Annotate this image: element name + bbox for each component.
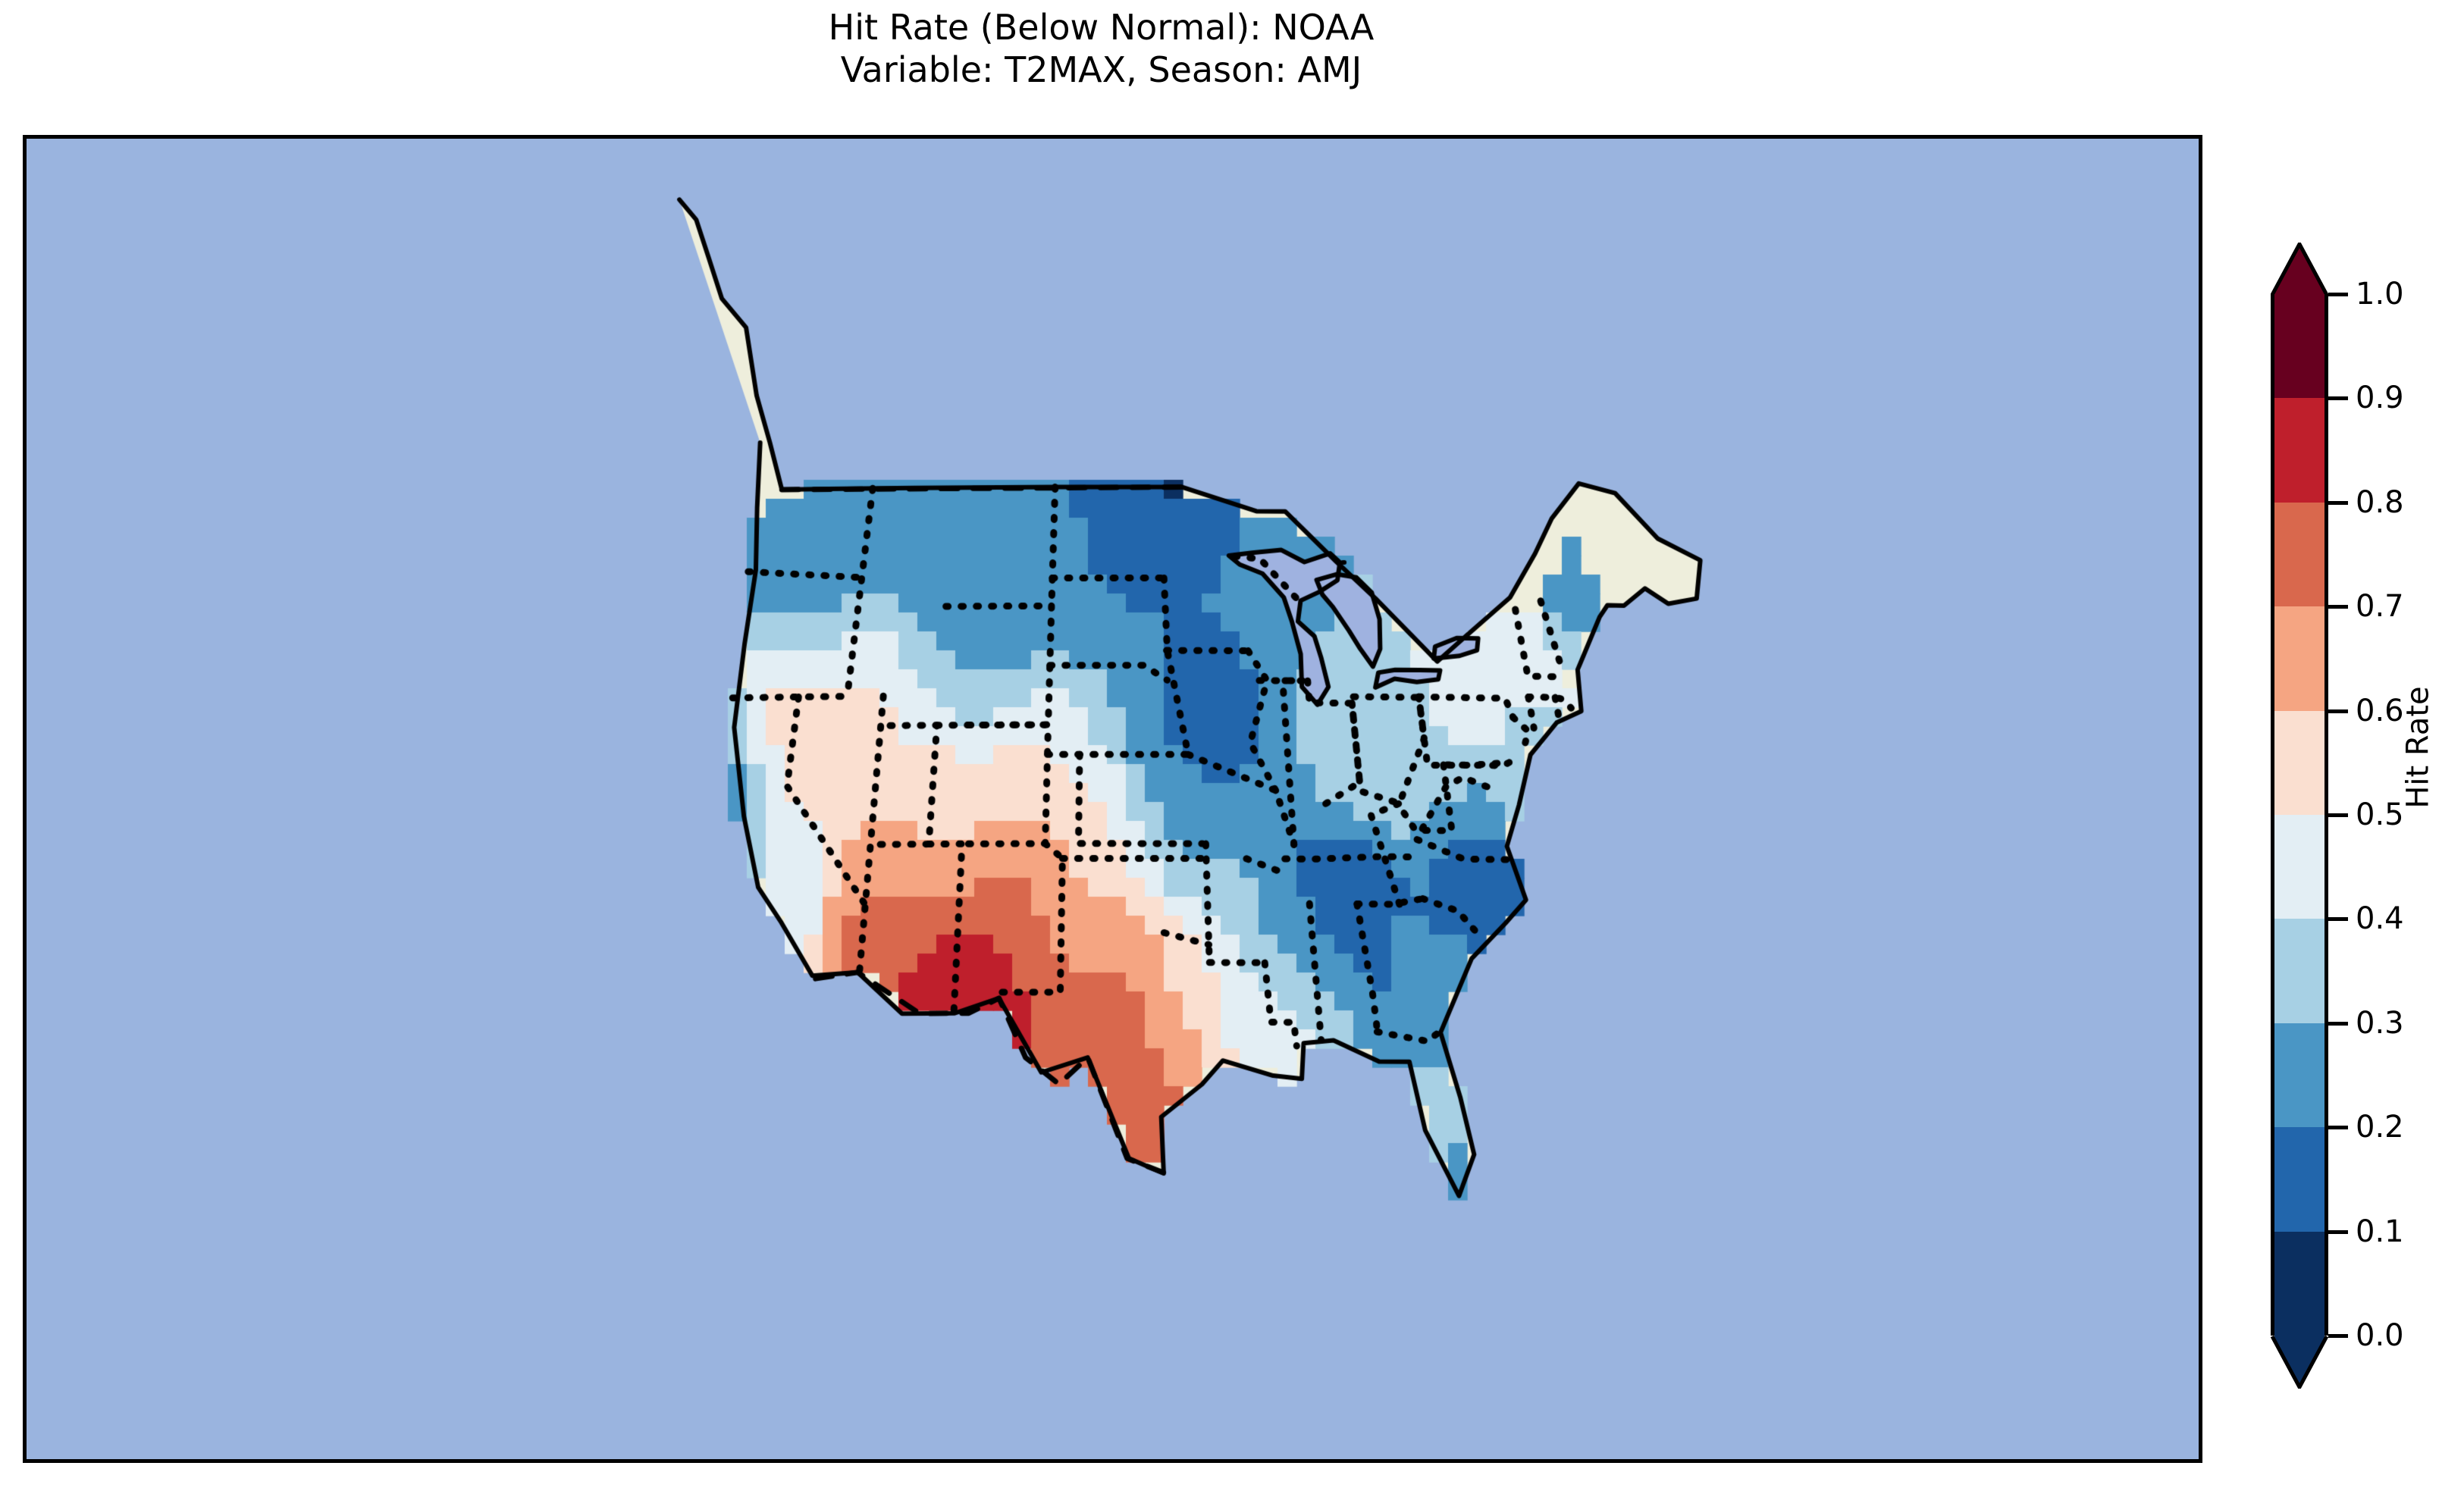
colorbar-tick-label: 1.0: [2356, 277, 2404, 312]
colorbar-extend-top: [2271, 243, 2328, 296]
colorbar-band: [2274, 502, 2324, 607]
colorbar-tick-label: 0.6: [2356, 693, 2404, 728]
colorbar-tick: [2328, 1334, 2348, 1338]
colorbar-band: [2274, 398, 2324, 503]
colorbar-tick-label: 0.7: [2356, 589, 2404, 625]
colorbar-tick-label: 0.5: [2356, 797, 2404, 832]
colorbar-band: [2274, 606, 2324, 712]
colorbar-tick-label: 0.1: [2356, 1214, 2404, 1249]
colorbar-tick: [2328, 1126, 2348, 1130]
colorbar-tick: [2328, 500, 2348, 505]
colorbar-tick-label: 0.8: [2356, 484, 2404, 520]
colorbar-tick: [2328, 813, 2348, 817]
map-inner: [27, 139, 2199, 1459]
title-line-1: Hit Rate (Below Normal): NOAA: [828, 7, 1375, 48]
map-panel[interactable]: [23, 135, 2202, 1463]
colorbar-extend-bottom: [2271, 1336, 2328, 1389]
colorbar-axis-label-wrap: Hit Rate: [2396, 0, 2441, 1494]
colorbar-tick-label: 0.9: [2356, 381, 2404, 416]
colorbar-tick: [2328, 1229, 2348, 1234]
colorbar-axis-label: Hit Rate: [2401, 685, 2436, 809]
colorbar-tick: [2328, 709, 2348, 713]
colorbar-band: [2274, 710, 2324, 816]
colorbar-tick: [2328, 917, 2348, 922]
colorbar-tick-label: 0.2: [2356, 1110, 2404, 1145]
colorbar-bands: [2271, 294, 2328, 1336]
colorbar-band: [2274, 1127, 2324, 1232]
colorbar[interactable]: 1.0 0.9 0.8 0.7 0.6 0.5 0.4 0.3 0.2 0.1 0.0: [2271, 243, 2404, 1389]
colorbar-band: [2274, 1231, 2324, 1336]
map-boundaries-layer: [27, 139, 2199, 1459]
figure-title: Hit Rate (Below Normal): NOAA Variable: …: [0, 6, 2202, 91]
colorbar-tick: [2328, 605, 2348, 609]
title-line-2: Variable: T2MAX, Season: AMJ: [840, 49, 1362, 91]
colorbar-tick: [2328, 293, 2348, 296]
colorbar-tick-label: 0.0: [2356, 1318, 2404, 1353]
colorbar-band: [2274, 815, 2324, 919]
colorbar-band: [2274, 1023, 2324, 1128]
colorbar-tick-label: 0.4: [2356, 901, 2404, 937]
colorbar-band: [2274, 919, 2324, 1024]
colorbar-tick: [2328, 1021, 2348, 1026]
colorbar-band: [2274, 294, 2324, 399]
colorbar-tick: [2328, 396, 2348, 401]
colorbar-tick-label: 0.3: [2356, 1005, 2404, 1041]
